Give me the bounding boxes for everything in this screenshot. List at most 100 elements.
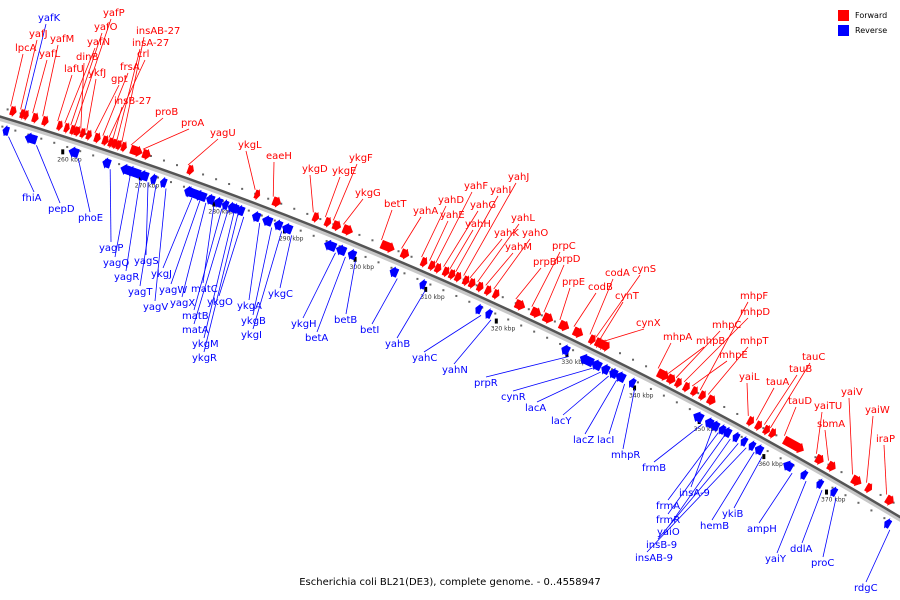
forward-gene-label-yafn[interactable]: yafN xyxy=(87,37,110,48)
reverse-gene-arrow-yagp[interactable] xyxy=(102,157,112,170)
reverse-gene-label-proc[interactable]: proC xyxy=(811,558,834,569)
forward-gene-label-proa[interactable]: proA xyxy=(181,118,204,129)
reverse-gene-label-mata[interactable]: matA xyxy=(182,325,209,336)
reverse-gene-arrow-lacy[interactable] xyxy=(601,363,611,376)
reverse-gene-label-beti[interactable]: betI xyxy=(360,325,379,336)
reverse-gene-label-frmb[interactable]: frmB xyxy=(642,463,666,474)
forward-gene-label-mhpt[interactable]: mhpT xyxy=(740,336,769,347)
reverse-gene-arrow-ddla[interactable] xyxy=(816,478,825,490)
forward-gene-arrow-cynx[interactable] xyxy=(601,340,610,352)
reverse-gene-label-ddla[interactable]: ddlA xyxy=(790,544,812,555)
reverse-gene-label-yahc[interactable]: yahC xyxy=(412,353,437,364)
reverse-gene-arrow-yagx[interactable] xyxy=(194,189,208,203)
reverse-gene-arrow-lacz[interactable] xyxy=(609,367,619,380)
forward-gene-arrow-mhpf[interactable] xyxy=(697,389,706,401)
reverse-gene-label-hemb[interactable]: hemB xyxy=(700,521,729,532)
reverse-gene-label-ykib[interactable]: ykiB xyxy=(722,509,743,520)
forward-gene-label-yail[interactable]: yaiL xyxy=(739,372,760,383)
forward-gene-arrow-taud[interactable] xyxy=(781,435,804,454)
forward-gene-label-yahe[interactable]: yahE xyxy=(440,210,465,221)
forward-gene-label-yagu[interactable]: yagU xyxy=(210,128,236,139)
reverse-gene-label-insb-9[interactable]: insB-9 xyxy=(646,540,677,551)
forward-gene-label-yahj[interactable]: yahJ xyxy=(508,172,529,183)
forward-gene-arrow-prpe[interactable] xyxy=(557,319,570,332)
reverse-gene-arrow-yahc[interactable] xyxy=(475,303,484,315)
forward-gene-arrow-mhpt[interactable] xyxy=(705,394,716,406)
forward-gene-arrow-gpt[interactable] xyxy=(93,132,101,144)
reverse-gene-label-ykgr[interactable]: ykgR xyxy=(192,353,217,364)
reverse-gene-arrow-frma[interactable] xyxy=(711,420,721,432)
reverse-gene-arrow-prpr[interactable] xyxy=(561,344,571,356)
forward-gene-arrow-eaeh[interactable] xyxy=(271,196,281,208)
forward-gene-arrow-yafn[interactable] xyxy=(63,122,70,134)
forward-gene-label-yaiw[interactable]: yaiW xyxy=(865,405,890,416)
forward-gene-label-cynt[interactable]: cynT xyxy=(615,291,640,302)
forward-gene-arrow-yahl[interactable] xyxy=(475,281,484,293)
forward-gene-arrow-yafp[interactable] xyxy=(73,125,81,137)
forward-gene-arrow-prpd[interactable] xyxy=(541,312,554,324)
forward-gene-label-yaitu[interactable]: yaiTU xyxy=(814,401,842,412)
reverse-gene-arrow-yaiy[interactable] xyxy=(800,469,809,481)
forward-gene-arrow-sbma[interactable] xyxy=(826,460,836,472)
forward-gene-label-crl[interactable]: crl xyxy=(137,49,149,60)
reverse-gene-arrow-yags[interactable] xyxy=(138,169,150,182)
reverse-gene-label-yagr[interactable]: yagR xyxy=(114,272,139,283)
forward-gene-arrow-yahj[interactable] xyxy=(461,275,470,287)
reverse-gene-label-yagp[interactable]: yagP xyxy=(99,243,123,254)
forward-gene-arrow-insab-27[interactable] xyxy=(120,141,127,153)
forward-gene-arrow-ykgf[interactable] xyxy=(331,219,342,232)
forward-gene-label-yafl[interactable]: yafL xyxy=(39,49,61,60)
forward-gene-arrow-yahh[interactable] xyxy=(447,269,456,280)
forward-gene-label-prob[interactable]: proB xyxy=(155,107,178,118)
forward-gene-arrow-yafk[interactable] xyxy=(23,109,29,121)
forward-gene-arrow-codb[interactable] xyxy=(571,326,584,339)
reverse-gene-arrow-fhia[interactable] xyxy=(2,124,11,137)
reverse-gene-arrow-laca[interactable] xyxy=(591,359,603,372)
forward-gene-arrow-tauc[interactable] xyxy=(767,427,776,439)
forward-gene-arrow-ykfj[interactable] xyxy=(85,129,92,141)
forward-gene-label-prpd[interactable]: prpD xyxy=(556,254,581,265)
forward-gene-label-taua[interactable]: tauA xyxy=(766,377,789,388)
forward-gene-arrow-yahg[interactable] xyxy=(441,266,450,278)
forward-gene-label-yaiv[interactable]: yaiV xyxy=(841,387,863,398)
forward-gene-label-yafp[interactable]: yafP xyxy=(103,8,125,19)
reverse-gene-label-yagw[interactable]: yagW xyxy=(159,285,187,296)
forward-gene-label-yahf[interactable]: yahF xyxy=(464,181,488,192)
forward-gene-arrow-ykge[interactable] xyxy=(323,216,332,228)
reverse-gene-arrow-insb-9[interactable] xyxy=(732,431,741,443)
reverse-gene-label-insa-9[interactable]: insA-9 xyxy=(679,488,710,499)
forward-gene-arrow-dinb[interactable] xyxy=(79,127,86,139)
reverse-gene-label-prpr[interactable]: prpR xyxy=(474,378,498,389)
reverse-gene-arrow-frmr[interactable] xyxy=(718,424,727,436)
forward-gene-arrow-yaitu[interactable] xyxy=(814,453,824,466)
forward-gene-label-tauc[interactable]: tauC xyxy=(802,352,825,363)
forward-gene-label-mhpf[interactable]: mhpF xyxy=(740,291,768,302)
reverse-gene-label-ykgh[interactable]: ykgH xyxy=(291,319,317,330)
reverse-gene-arrow-ykib[interactable] xyxy=(754,444,765,456)
forward-gene-label-ykgd[interactable]: ykgD xyxy=(302,164,328,175)
reverse-gene-arrow-yaio[interactable] xyxy=(723,426,733,439)
reverse-gene-label-ykgj[interactable]: ykgJ xyxy=(151,269,172,280)
reverse-gene-label-yaio[interactable]: yaiO xyxy=(657,527,680,538)
forward-gene-label-yahg[interactable]: yahG xyxy=(470,200,496,211)
forward-gene-label-yaho[interactable]: yahO xyxy=(522,228,548,239)
forward-gene-label-mhpe[interactable]: mhpE xyxy=(719,350,748,361)
forward-gene-label-yahh[interactable]: yahH xyxy=(465,219,491,230)
forward-gene-label-prpe[interactable]: prpE xyxy=(562,277,585,288)
forward-gene-arrow-yahf[interactable] xyxy=(433,262,442,274)
forward-gene-arrow-proa[interactable] xyxy=(141,148,151,161)
forward-gene-arrow-yafo[interactable] xyxy=(69,124,76,136)
forward-gene-arrow-yagu[interactable] xyxy=(186,164,194,176)
reverse-gene-label-matb[interactable]: matB xyxy=(182,311,209,322)
forward-gene-arrow-prpb[interactable] xyxy=(513,298,526,311)
reverse-gene-label-cynr[interactable]: cynR xyxy=(501,392,526,403)
reverse-gene-label-betb[interactable]: betB xyxy=(334,315,357,326)
reverse-gene-arrow-frmb[interactable] xyxy=(693,411,705,424)
reverse-gene-arrow-ykgc[interactable] xyxy=(281,222,294,235)
reverse-gene-arrow-ykgm[interactable] xyxy=(227,201,236,213)
reverse-gene-arrow-beti[interactable] xyxy=(389,266,400,278)
forward-gene-arrow-yaiw[interactable] xyxy=(864,482,873,494)
reverse-gene-arrow-pepd[interactable] xyxy=(24,132,39,145)
reverse-gene-label-amph[interactable]: ampH xyxy=(747,524,777,535)
forward-gene-label-irap[interactable]: iraP xyxy=(876,434,895,445)
